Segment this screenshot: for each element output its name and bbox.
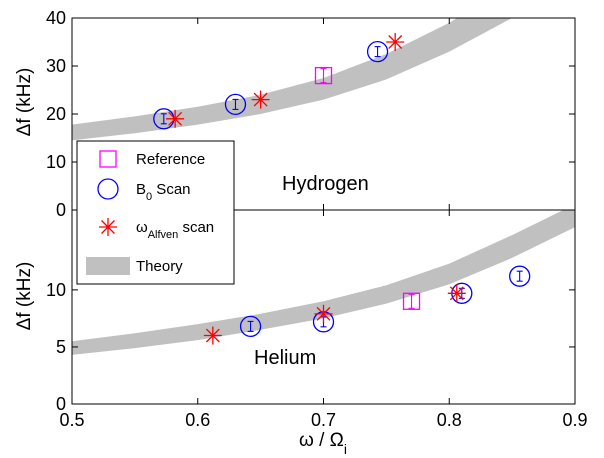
legend-marker-star (99, 218, 117, 236)
y-tick-label: 30 (46, 56, 66, 76)
ylabel-bottom: Δf (kHz) (14, 262, 35, 331)
legend-label: ωAlfven scan (136, 219, 214, 241)
panel-label: Helium (254, 347, 316, 369)
data-point-star (251, 90, 270, 109)
x-tick-label: 0.7 (311, 410, 336, 430)
legend-label: Theory (136, 258, 183, 275)
ylabel-top: Δf (kHz) (14, 68, 35, 137)
data-point-circle (224, 93, 247, 116)
x-tick-label: 0.5 (59, 410, 84, 430)
data-point-circle (509, 265, 531, 287)
legend-marker-square (99, 150, 117, 168)
y-tick-label: 0 (56, 394, 66, 414)
y-tick-label: 10 (46, 152, 66, 172)
theory-band (72, 210, 575, 355)
legend-item-alfven: ωAlfven scan (99, 218, 214, 241)
data-point-circle (366, 40, 389, 63)
legend-label: B0 Scan (136, 181, 191, 203)
axis-labels: Δf (kHz) Δf (kHz) ω / Ωi (14, 68, 347, 457)
data-point-star (314, 304, 333, 323)
x-tick-label: 0.8 (437, 410, 462, 430)
y-tick-label: 40 (46, 8, 66, 28)
legend-marker-circle (97, 178, 119, 200)
legend-item-reference: Reference (99, 150, 205, 168)
legend-item-b0: B0 Scan (97, 178, 191, 203)
bottom-panel-helium: 0 5 10 0.5 0.6 0.7 0.8 0.9 Helium (46, 209, 588, 430)
xlabel: ω / Ωi (299, 430, 347, 457)
legend-item-theory: Theory (86, 257, 183, 275)
top-panel-hydrogen: 0 10 20 30 40 Hydrogen (46, 8, 576, 220)
x-tick-label: 0.6 (185, 410, 210, 430)
theory-band (72, 18, 513, 141)
y-tick-label: 20 (46, 104, 66, 124)
data-point-star (386, 33, 405, 51)
legend-marker-band (86, 257, 130, 275)
data-point-circle (239, 315, 262, 338)
data-point-star (447, 284, 466, 303)
data-point-square (314, 66, 333, 85)
y-tick-label: 0 (56, 200, 66, 220)
data-point-star (203, 326, 222, 345)
panel-label: Hydrogen (282, 173, 369, 195)
legend-label: Reference (136, 151, 205, 168)
y-tick-label: 5 (56, 337, 66, 357)
data-point-square (402, 292, 421, 310)
y-tick-label: 10 (46, 280, 66, 300)
legend: Reference B0 Scan ωAlfven scan Theory (76, 140, 235, 285)
x-tick-label: 0.9 (562, 410, 587, 430)
data-point-star (166, 109, 185, 128)
